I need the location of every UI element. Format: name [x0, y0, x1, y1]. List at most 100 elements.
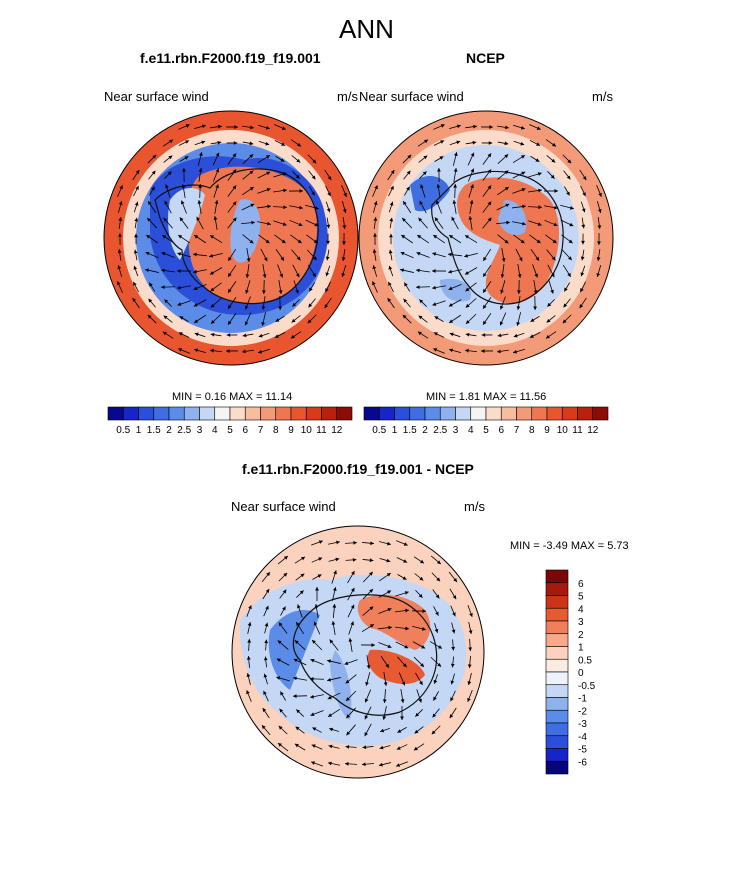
left-map-vector-head	[210, 332, 215, 337]
right-map-vector-head	[505, 203, 510, 208]
left-map-vector-head	[228, 288, 232, 293]
diff-map-vector-head	[293, 658, 298, 663]
left-map-vector-head	[147, 314, 152, 319]
left-map-vector-head	[295, 289, 299, 294]
right-map-vector-head	[562, 319, 567, 324]
right-map-vector-head	[551, 256, 556, 261]
diff-map-vector-head	[404, 644, 409, 649]
diff-colorbar-tick-label: 4	[578, 604, 584, 615]
right-map-vector-head	[567, 159, 572, 164]
diff-map-vector-head	[352, 557, 357, 562]
left-colorbar-tick-label: 8	[273, 425, 279, 436]
right-map-vector-head	[449, 235, 454, 239]
left-map-vector-head	[258, 333, 263, 338]
diff-colorbar-tick-label: -1	[578, 694, 587, 705]
diff-map-vector-head	[344, 661, 349, 665]
right-colorbar-tick-label: 11	[572, 425, 583, 436]
diff-map-vector-head	[283, 556, 288, 560]
diff-map-vector-head	[313, 621, 318, 626]
right-map-vector-head	[448, 303, 453, 307]
left-map-vector-head	[281, 142, 286, 146]
left-map-vector-head	[193, 303, 198, 307]
left-map-vector-head	[118, 201, 123, 206]
left-map-vector-head	[178, 235, 183, 239]
diff-map-vector-head	[248, 605, 252, 610]
right-map-vector-head	[504, 141, 509, 146]
left-map-vector-head	[162, 235, 167, 239]
left-colorbar-swatch	[168, 406, 185, 421]
right-map-vector-head	[483, 304, 487, 309]
diff-map-vector-head	[420, 559, 424, 564]
right-map-vector-head	[517, 274, 522, 278]
diff-map-vector-head	[402, 663, 407, 668]
diff-map-vector-head	[282, 589, 287, 594]
diff-map-vector-head	[401, 681, 406, 686]
left-map-vector-head	[341, 272, 346, 277]
diff-map-vector-head	[293, 676, 297, 681]
right-map-vector-head	[389, 201, 394, 206]
left-map-vector-head	[244, 305, 249, 310]
diff-map-vector-head	[344, 761, 349, 766]
diff-map-vector-head	[301, 556, 306, 561]
diff-map-vector-head	[329, 727, 334, 732]
left-map-vector-head	[232, 217, 237, 222]
right-map-vector-head	[504, 154, 509, 159]
right-map-vector-head	[488, 141, 493, 145]
left-colorbar-tick-label: 2.5	[177, 425, 191, 436]
left-map-vector-head	[228, 272, 232, 277]
right-map-vector-head	[416, 285, 420, 290]
right-colorbar-swatch	[561, 406, 578, 421]
right-map-vector-head	[597, 209, 602, 213]
diff-colorbar-tick-label: 0	[578, 668, 584, 679]
right-map-vector-head	[516, 306, 521, 310]
diff-map-vector-head	[387, 644, 392, 649]
diff-map-vector-head	[451, 629, 456, 634]
diff-map-vector-head	[310, 658, 315, 663]
right-map-vector-head	[497, 333, 502, 338]
left-colorbar-swatch	[138, 406, 155, 421]
diff-map-vector-head	[294, 743, 299, 748]
diff-map-vector-head	[346, 714, 351, 719]
diff-panel-title: f.e11.rbn.F2000.f19_f19.001 - NCEP	[242, 461, 474, 477]
diff-map-vector-head	[310, 712, 315, 717]
left-colorbar-tick-label: 10	[301, 425, 313, 436]
right-map-vector-head	[580, 272, 585, 277]
diff-map-vector-head	[318, 540, 323, 544]
left-map-vector-head	[201, 140, 206, 145]
diff-map-border	[231, 525, 485, 779]
right-map-vector-head	[580, 288, 584, 293]
right-colorbar-tick-label: 0.5	[372, 425, 386, 436]
diff-map-vector-head	[371, 643, 375, 647]
right-map-coastline	[431, 170, 564, 305]
left-map-vector-head	[215, 168, 220, 173]
left-map-vector-head	[210, 235, 215, 239]
right-map-vector-head	[521, 188, 526, 192]
right-panel-variable: Near surface wind	[359, 89, 464, 104]
diff-map-positive-south	[367, 649, 425, 684]
left-map-vector-head	[249, 154, 254, 159]
right-map-vector-head	[434, 217, 439, 222]
right-map-vector-head	[400, 268, 405, 273]
left-map-vector-head	[213, 216, 218, 220]
right-map-vector-head	[538, 188, 542, 193]
diff-map-vector-head	[436, 560, 441, 565]
diff-map-vector-head	[265, 605, 269, 610]
diff-map	[231, 525, 485, 779]
diff-colorbar: 6 54 3 2 10.5 0 -0.5 -1-2 -3 -4 -5-6	[545, 569, 596, 775]
left-map-vector-head	[148, 298, 153, 303]
right-map-vector-head	[373, 217, 378, 221]
diff-map-vector-head	[262, 708, 267, 712]
right-map-vector-head	[567, 256, 572, 261]
left-map-vector-head	[312, 272, 316, 277]
diff-map-vector-head	[280, 691, 284, 696]
right-map-vector-head	[597, 241, 601, 245]
diff-map-vector-head	[419, 681, 423, 686]
left-colorbar-swatch	[336, 406, 353, 421]
right-map-vector-head	[448, 252, 452, 257]
left-panel-min-max: MIN = 0.16 MAX = 11.14	[172, 391, 293, 403]
diff-map-coastline	[292, 594, 438, 716]
right-map-vector-head	[407, 154, 412, 159]
left-map-vector-head	[161, 251, 166, 256]
left-map-vector-head	[169, 139, 174, 144]
left-map-vector-head	[261, 321, 266, 326]
